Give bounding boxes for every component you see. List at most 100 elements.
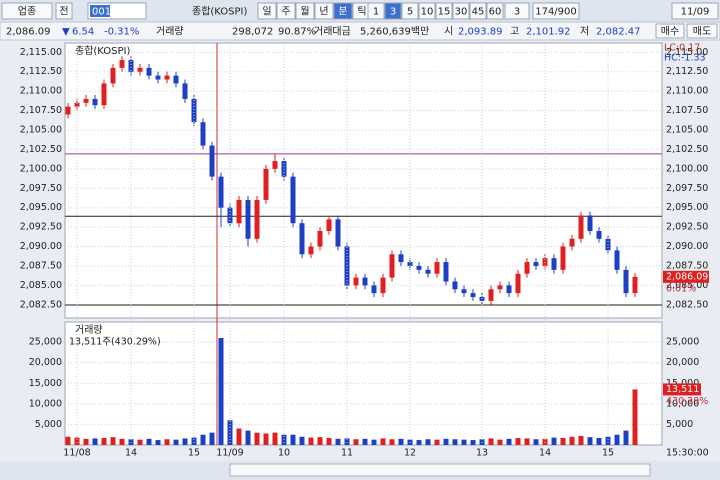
scroll-track[interactable] (229, 463, 651, 477)
volume-bar (299, 436, 305, 445)
y2-tick-label: 2,092.50 (666, 222, 708, 233)
code-highlight (90, 5, 110, 17)
volume-bar (317, 437, 323, 445)
info-value: 5,260,639백만 (360, 26, 429, 38)
volume-bar (632, 389, 638, 445)
candle-body (497, 285, 503, 290)
buy-button[interactable] (655, 23, 685, 39)
volume-bar (587, 437, 593, 445)
y2-tick-label: 2,110.00 (666, 86, 708, 97)
candle-body (83, 98, 89, 103)
info-open: 2,093.89 (458, 27, 503, 38)
candle-body (191, 98, 197, 123)
y2-tick-label: 2,100.00 (666, 163, 708, 174)
y2-tick-label: 2,112.50 (666, 66, 708, 77)
candle-body (236, 199, 242, 224)
candle-body (371, 285, 377, 294)
volume-bar (416, 440, 422, 445)
candle-body (461, 289, 467, 294)
period-button[interactable] (333, 2, 353, 20)
date-box[interactable] (671, 2, 719, 20)
interval-button[interactable] (469, 2, 487, 20)
period-button-label: 월 (300, 6, 309, 18)
volume-bar (344, 438, 350, 445)
last-change: 0.01% (666, 283, 696, 294)
candle-body (326, 219, 332, 231)
candle-body (65, 106, 71, 115)
y2-tick-label: 2,095.00 (666, 202, 708, 213)
volume-bar (209, 432, 215, 445)
x-tick-label: 11/08 (63, 448, 90, 459)
volume-bar (551, 437, 557, 445)
candle-body (614, 250, 620, 270)
volume-bar (461, 439, 467, 445)
volume-bar (236, 428, 242, 445)
volume-bar (110, 437, 116, 445)
x-tick-label: 15 (188, 448, 200, 459)
period-button-label: 년 (319, 6, 328, 18)
candle-body (560, 246, 566, 270)
y-tick-label: 2,115.00 (20, 47, 62, 58)
code-text: 001 (92, 7, 111, 18)
y-tick-label: 2,087.50 (20, 260, 62, 271)
y2-tick-label: 2,107.50 (666, 105, 708, 116)
lc-label: LC:0.17 (664, 43, 700, 54)
scope-button[interactable] (55, 2, 73, 20)
info-change: 6.54 (72, 27, 94, 38)
candle-body (92, 98, 98, 106)
volume-bar (227, 420, 233, 445)
x-tick-label: 14 (539, 448, 551, 459)
y-tick-label: 2,102.50 (20, 144, 62, 155)
volume-bar (488, 438, 494, 445)
volume-bar (596, 438, 602, 445)
interval-button[interactable] (418, 2, 436, 20)
interval-input[interactable] (504, 2, 530, 20)
candle-body (110, 67, 116, 84)
volume-bar (164, 439, 170, 445)
interval-button-label: 30 (455, 7, 468, 18)
candle-body (101, 83, 107, 106)
period-button[interactable] (276, 2, 296, 20)
candle-body (596, 230, 602, 239)
candle-body (317, 230, 323, 247)
volume-bar (425, 439, 431, 445)
y-tick-label: 5,000 (35, 419, 62, 430)
count-box[interactable] (532, 2, 580, 20)
candle-body (290, 176, 296, 224)
interval-button[interactable] (401, 2, 419, 20)
y2-tick-label: 2,105.00 (666, 125, 708, 136)
volume-bar (119, 438, 125, 445)
period-button[interactable] (257, 2, 277, 20)
info-low: 2,082.47 (596, 27, 641, 38)
volume-bar (443, 438, 449, 445)
interval-button[interactable] (452, 2, 470, 20)
volume-bar (353, 439, 359, 445)
volume-bar (506, 438, 512, 445)
sell-button[interactable] (686, 23, 718, 39)
interval-button[interactable] (367, 2, 385, 20)
y-tick-label: 10,000 (29, 398, 62, 409)
y2-tick-label: 15,000 (666, 378, 699, 389)
y2-tick-label: 2,115.00 (666, 47, 708, 58)
x-tick-label: 11/09 (216, 448, 243, 459)
info-low-label: 저 (580, 26, 589, 38)
y-tick-label: 2,095.00 (20, 202, 62, 213)
volume-title: 거래량 (75, 324, 103, 336)
period-button[interactable] (314, 2, 334, 20)
buy-label: 매수 (661, 26, 679, 38)
candle-body (578, 215, 584, 239)
y2-tick-label: 20,000 (666, 357, 699, 368)
volume-bar (389, 439, 395, 445)
y2-tick-label: 2,090.00 (666, 241, 708, 252)
interval-button-label: 10 (421, 7, 434, 18)
volume-bar (614, 434, 620, 445)
market-select[interactable] (1, 2, 53, 20)
period-button[interactable] (295, 2, 315, 20)
x-tick-label: 14 (125, 448, 137, 459)
y-tick-label: 2,100.00 (20, 163, 62, 174)
volume-bar (65, 436, 71, 445)
interval-button[interactable] (384, 2, 402, 20)
interval-button[interactable] (486, 2, 504, 20)
interval-button[interactable] (435, 2, 453, 20)
